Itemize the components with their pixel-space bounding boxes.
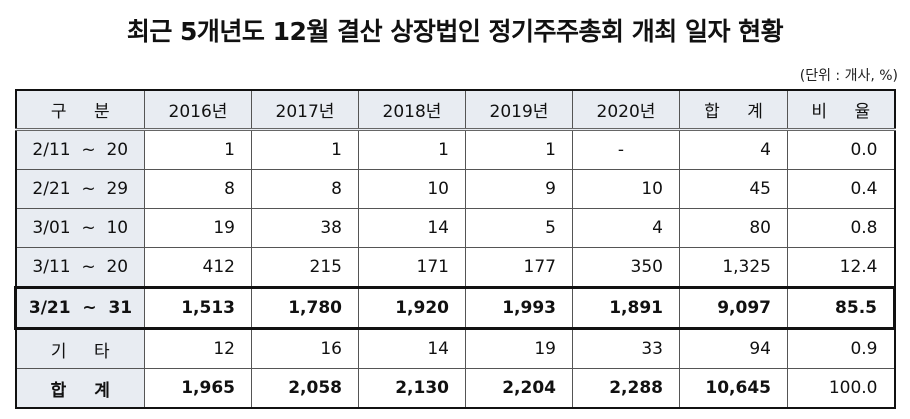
cell-total: 94 <box>679 328 788 369</box>
cell-2020: 1,891 <box>572 286 680 330</box>
cell-2020: 350 <box>572 247 680 288</box>
cell-2019: 1 <box>465 129 573 170</box>
cell-2018: 171 <box>358 247 466 288</box>
row-label: 2/11 ~ 20 <box>15 129 145 170</box>
table-row: 3/01 ~ 10 19 38 14 5 4 80 0.8 <box>15 208 895 248</box>
cell-2019: 177 <box>465 247 573 288</box>
table-row: 2/21 ~ 29 8 8 10 9 10 45 0.4 <box>15 169 895 209</box>
header-2018: 2018년 <box>358 89 466 131</box>
cell-total: 4 <box>679 129 788 170</box>
cell-2016: 1,965 <box>144 368 252 409</box>
cell-2018: 14 <box>358 328 466 369</box>
header-category: 구 분 <box>15 89 145 131</box>
cell-2019: 1,993 <box>465 286 573 330</box>
cell-2018: 1,920 <box>358 286 466 330</box>
cell-total: 10,645 <box>679 368 788 409</box>
unit-note: (단위 : 개사, %) <box>799 68 898 84</box>
header-2017: 2017년 <box>251 89 359 131</box>
page-title: 최근 5개년도 12월 결산 상장법인 정기주주총회 개최 일자 현황 <box>126 17 784 46</box>
cell-2016: 12 <box>144 328 252 369</box>
table-row: 기 타 12 16 14 19 33 94 0.9 <box>15 328 895 369</box>
cell-2020: 2,288 <box>572 368 680 409</box>
shareholder-meeting-table: 구 분 2016년 2017년 2018년 2019년 2020년 합 계 비 … <box>14 89 896 409</box>
header-2019: 2019년 <box>465 89 573 131</box>
cell-2017: 215 <box>251 247 359 288</box>
cell-ratio: 85.5 <box>787 286 896 330</box>
cell-2020: 33 <box>572 328 680 369</box>
cell-2016: 1,513 <box>144 286 252 330</box>
cell-ratio: 0.4 <box>787 169 895 209</box>
header-ratio: 비 율 <box>787 89 895 131</box>
header-2020: 2020년 <box>572 89 680 131</box>
cell-2018: 1 <box>358 129 466 170</box>
cell-2019: 19 <box>465 328 573 369</box>
cell-2018: 2,130 <box>358 368 466 409</box>
table-row: 2/11 ~ 20 1 1 1 1 - 4 0.0 <box>15 129 895 170</box>
cell-ratio: 0.0 <box>787 129 895 170</box>
cell-ratio: 0.8 <box>787 208 895 248</box>
cell-2019: 5 <box>465 208 573 248</box>
cell-2016: 412 <box>144 247 252 288</box>
cell-2017: 8 <box>251 169 359 209</box>
cell-total: 9,097 <box>679 286 788 330</box>
cell-ratio: 100.0 <box>787 368 895 409</box>
cell-ratio: 12.4 <box>787 247 895 288</box>
cell-2016: 1 <box>144 129 252 170</box>
cell-2017: 38 <box>251 208 359 248</box>
row-label: 3/21 ~ 31 <box>14 286 145 330</box>
header-row: 구 분 2016년 2017년 2018년 2019년 2020년 합 계 비 … <box>15 89 895 131</box>
header-2016: 2016년 <box>144 89 252 131</box>
cell-2018: 14 <box>358 208 466 248</box>
cell-2017: 1 <box>251 129 359 170</box>
row-label: 기 타 <box>15 328 145 369</box>
cell-2020: 10 <box>572 169 680 209</box>
cell-total: 45 <box>679 169 788 209</box>
cell-2019: 9 <box>465 169 573 209</box>
row-label: 3/11 ~ 20 <box>15 247 145 288</box>
table-row-highlighted: 3/21 ~ 31 1,513 1,780 1,920 1,993 1,891 … <box>14 286 896 330</box>
cell-2017: 16 <box>251 328 359 369</box>
cell-2016: 19 <box>144 208 252 248</box>
cell-2020: - <box>572 129 680 170</box>
row-label: 3/01 ~ 10 <box>15 208 145 248</box>
cell-2016: 8 <box>144 169 252 209</box>
cell-total: 80 <box>679 208 788 248</box>
cell-2020: 4 <box>572 208 680 248</box>
header-total: 합 계 <box>679 89 788 131</box>
table-row-total: 합 계 1,965 2,058 2,130 2,204 2,288 10,645… <box>15 368 895 409</box>
row-label: 합 계 <box>15 368 145 409</box>
cell-2018: 10 <box>358 169 466 209</box>
cell-total: 1,325 <box>679 247 788 288</box>
cell-2017: 1,780 <box>251 286 359 330</box>
cell-2017: 2,058 <box>251 368 359 409</box>
table-row: 3/11 ~ 20 412 215 171 177 350 1,325 12.4 <box>15 247 895 288</box>
cell-ratio: 0.9 <box>787 328 895 369</box>
cell-2019: 2,204 <box>465 368 573 409</box>
row-label: 2/21 ~ 29 <box>15 169 145 209</box>
